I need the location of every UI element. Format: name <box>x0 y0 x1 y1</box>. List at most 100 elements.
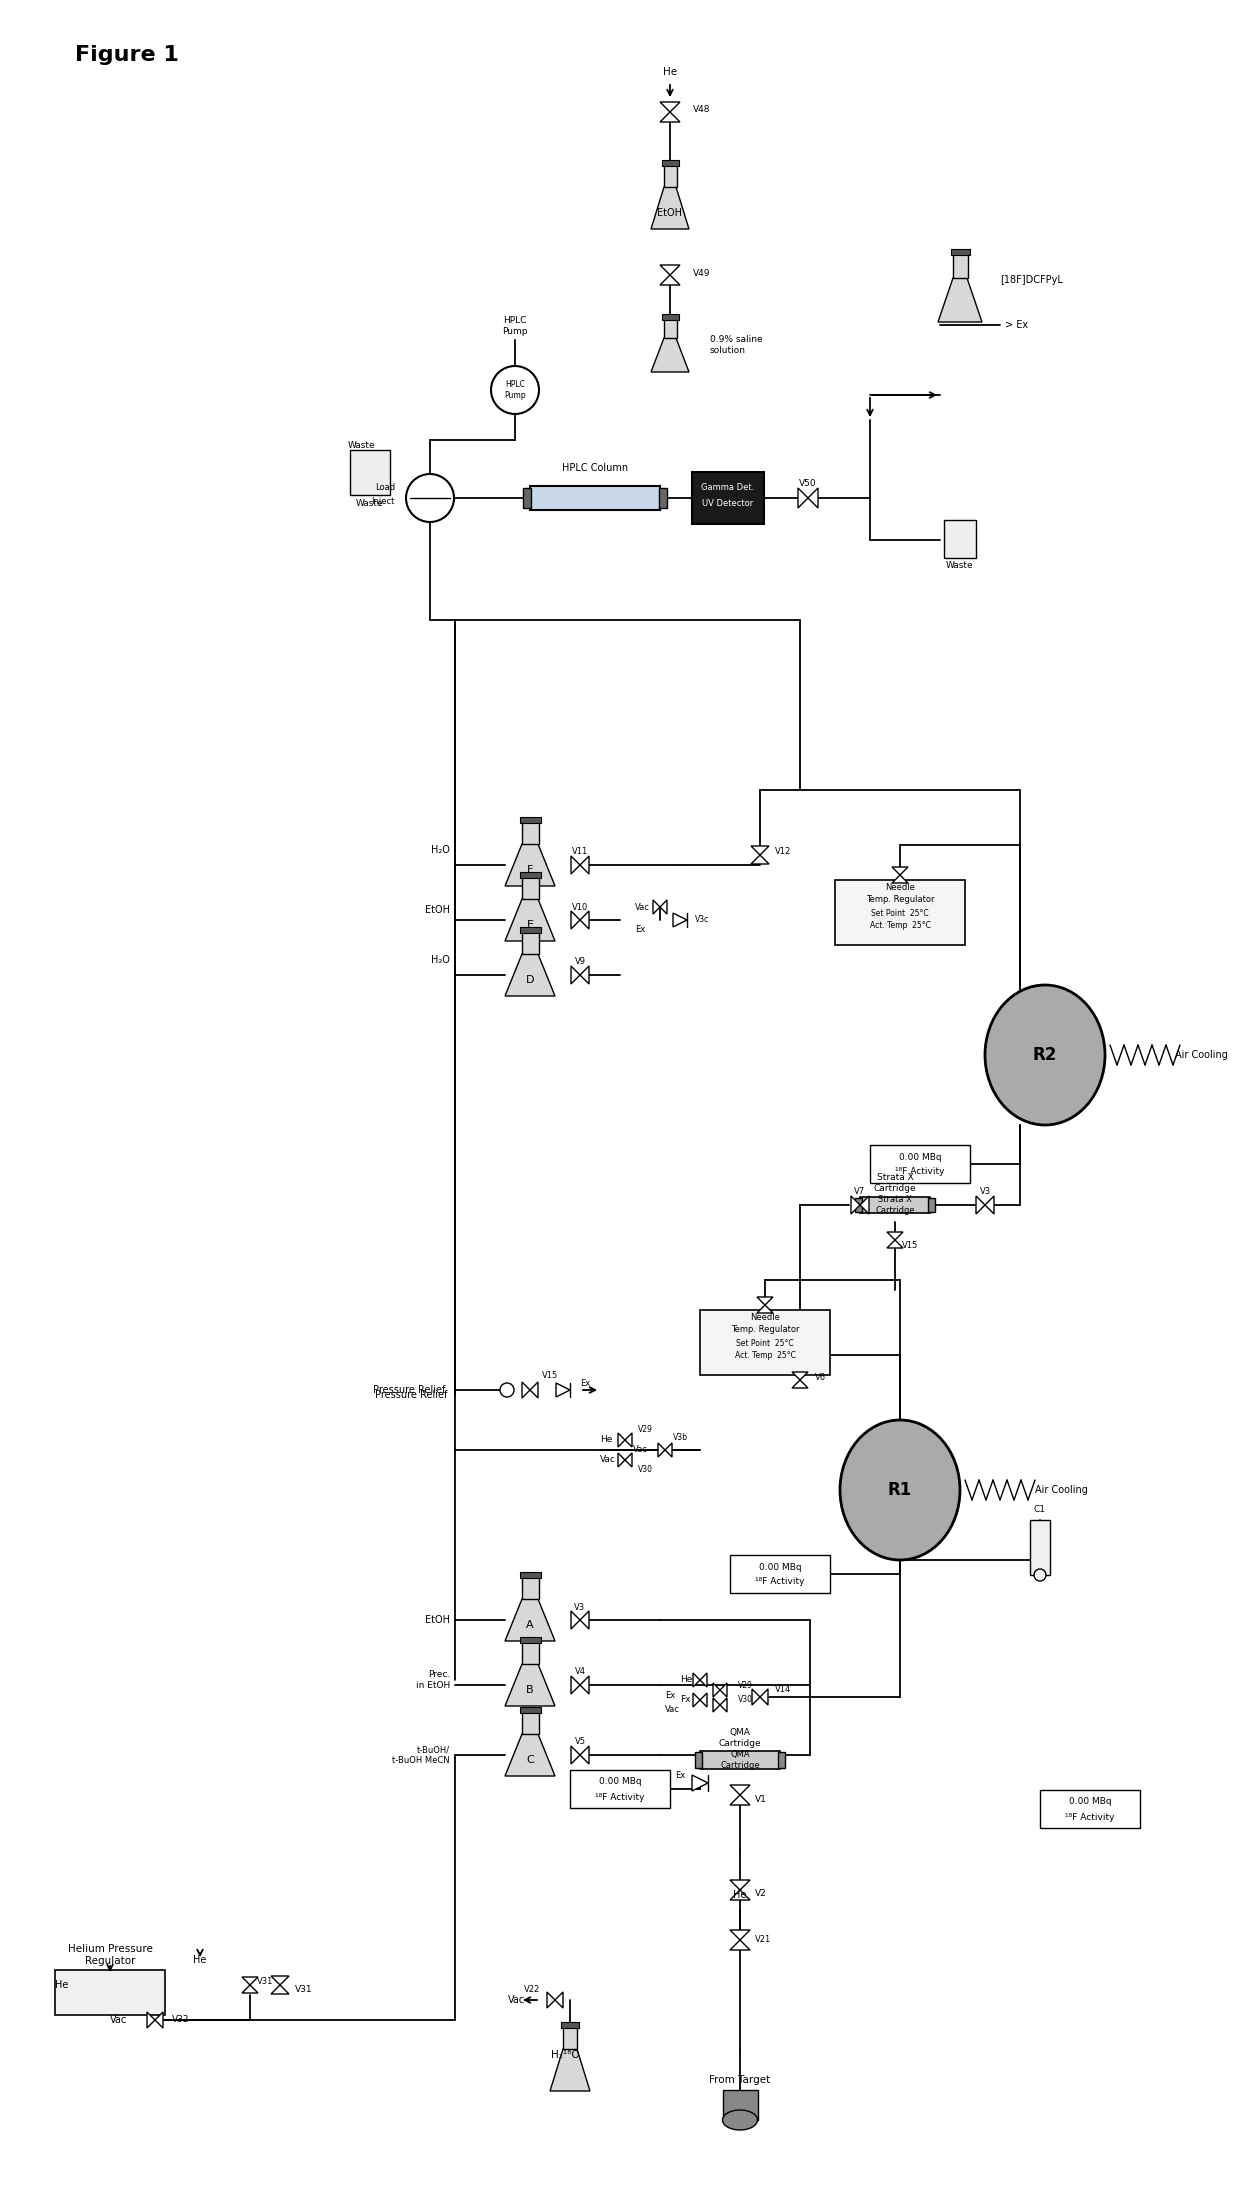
Polygon shape <box>861 1195 869 1215</box>
Circle shape <box>500 1382 515 1397</box>
Text: Prec.
in EtOH: Prec. in EtOH <box>415 1670 450 1689</box>
Polygon shape <box>242 1977 258 1986</box>
Polygon shape <box>660 266 680 275</box>
Polygon shape <box>756 1305 773 1314</box>
Polygon shape <box>713 1698 720 1711</box>
Text: V15: V15 <box>901 1241 918 1250</box>
Text: Figure 1: Figure 1 <box>74 44 179 66</box>
Text: Strata X
Cartridge: Strata X Cartridge <box>875 1195 915 1215</box>
Polygon shape <box>713 1683 720 1696</box>
Text: Set Point  25°C: Set Point 25°C <box>737 1338 794 1347</box>
Text: [18F]DCFPyL: [18F]DCFPyL <box>999 275 1063 286</box>
Polygon shape <box>522 1382 529 1397</box>
Polygon shape <box>985 1195 994 1215</box>
Polygon shape <box>665 1443 672 1457</box>
Polygon shape <box>547 1993 556 2008</box>
Polygon shape <box>720 1698 727 1711</box>
Polygon shape <box>155 2012 162 2028</box>
Bar <box>663 319 677 338</box>
Polygon shape <box>751 855 769 863</box>
Polygon shape <box>580 1747 589 1764</box>
Polygon shape <box>693 1672 701 1687</box>
Text: Gamma Det.: Gamma Det. <box>702 483 755 492</box>
Polygon shape <box>505 953 556 995</box>
Bar <box>1030 1520 1050 1575</box>
Bar <box>951 248 970 255</box>
Polygon shape <box>580 912 589 929</box>
Polygon shape <box>673 914 687 927</box>
Polygon shape <box>556 1382 570 1397</box>
Bar <box>520 1573 541 1577</box>
Text: Needle: Needle <box>750 1314 780 1323</box>
Polygon shape <box>653 901 660 914</box>
Text: Act. Temp  25°C: Act. Temp 25°C <box>869 921 930 932</box>
Polygon shape <box>529 1382 538 1397</box>
Polygon shape <box>751 1689 760 1705</box>
Text: V4: V4 <box>574 1668 585 1676</box>
Text: UV Detector: UV Detector <box>702 499 754 508</box>
Text: V29: V29 <box>738 1681 753 1689</box>
Bar <box>520 817 541 824</box>
Polygon shape <box>730 1889 750 1900</box>
Text: C1: C1 <box>1034 1505 1047 1514</box>
Polygon shape <box>937 279 982 323</box>
Polygon shape <box>625 1452 632 1468</box>
Polygon shape <box>808 488 818 508</box>
Bar <box>563 2028 577 2050</box>
Text: H₂¹⁸O: H₂¹⁸O <box>551 2050 579 2061</box>
Polygon shape <box>720 1683 727 1696</box>
Bar <box>522 1641 539 1663</box>
Polygon shape <box>799 488 808 508</box>
Polygon shape <box>272 1975 289 1986</box>
Text: Act. Temp  25°C: Act. Temp 25°C <box>734 1351 795 1360</box>
Text: V14: V14 <box>775 1685 791 1694</box>
Polygon shape <box>618 1432 625 1448</box>
Bar <box>856 1197 862 1213</box>
Text: 0.00 MBq: 0.00 MBq <box>1069 1797 1111 1806</box>
Polygon shape <box>556 1993 563 2008</box>
Polygon shape <box>892 874 908 883</box>
Bar <box>522 932 539 953</box>
Text: V31: V31 <box>257 1977 273 1986</box>
Bar <box>520 1637 541 1643</box>
Polygon shape <box>730 1940 750 1951</box>
Bar <box>522 877 539 899</box>
Text: Air Cooling: Air Cooling <box>1176 1050 1228 1059</box>
Text: F: F <box>527 866 533 874</box>
Text: ¹⁸F Activity: ¹⁸F Activity <box>595 1793 645 1802</box>
Text: He: He <box>193 1955 207 1964</box>
Text: V12: V12 <box>775 848 791 857</box>
Text: He: He <box>55 1979 68 1990</box>
Polygon shape <box>887 1239 903 1248</box>
Text: V15: V15 <box>542 1371 558 1380</box>
Text: V49: V49 <box>693 268 711 277</box>
Polygon shape <box>660 101 680 112</box>
Bar <box>1040 1791 1140 1828</box>
Bar <box>570 1771 670 1808</box>
Text: Waste: Waste <box>946 562 973 571</box>
Polygon shape <box>570 967 580 984</box>
Bar <box>55 1971 165 2015</box>
Text: Set Point  25°C: Set Point 25°C <box>872 910 929 918</box>
Text: Helium Pressure
Regulator: Helium Pressure Regulator <box>67 1944 153 1966</box>
Polygon shape <box>505 899 556 940</box>
Text: V6: V6 <box>815 1373 826 1382</box>
Bar <box>523 488 531 508</box>
Text: Waste: Waste <box>356 499 384 508</box>
Text: HPLC Column: HPLC Column <box>562 464 629 472</box>
Polygon shape <box>887 1233 903 1239</box>
Text: R2: R2 <box>1033 1046 1058 1063</box>
Bar <box>520 872 541 879</box>
Polygon shape <box>570 857 580 874</box>
Text: V3c: V3c <box>694 916 709 925</box>
Text: V30: V30 <box>637 1465 652 1474</box>
Polygon shape <box>505 1733 556 1775</box>
Text: QMA
Cartridge: QMA Cartridge <box>719 1729 761 1747</box>
Text: V22: V22 <box>523 1986 539 1995</box>
Text: V21: V21 <box>755 1936 771 1944</box>
Polygon shape <box>651 338 689 371</box>
Polygon shape <box>580 967 589 984</box>
Circle shape <box>1034 1569 1047 1582</box>
Polygon shape <box>701 1694 707 1707</box>
Text: V30: V30 <box>738 1696 753 1705</box>
